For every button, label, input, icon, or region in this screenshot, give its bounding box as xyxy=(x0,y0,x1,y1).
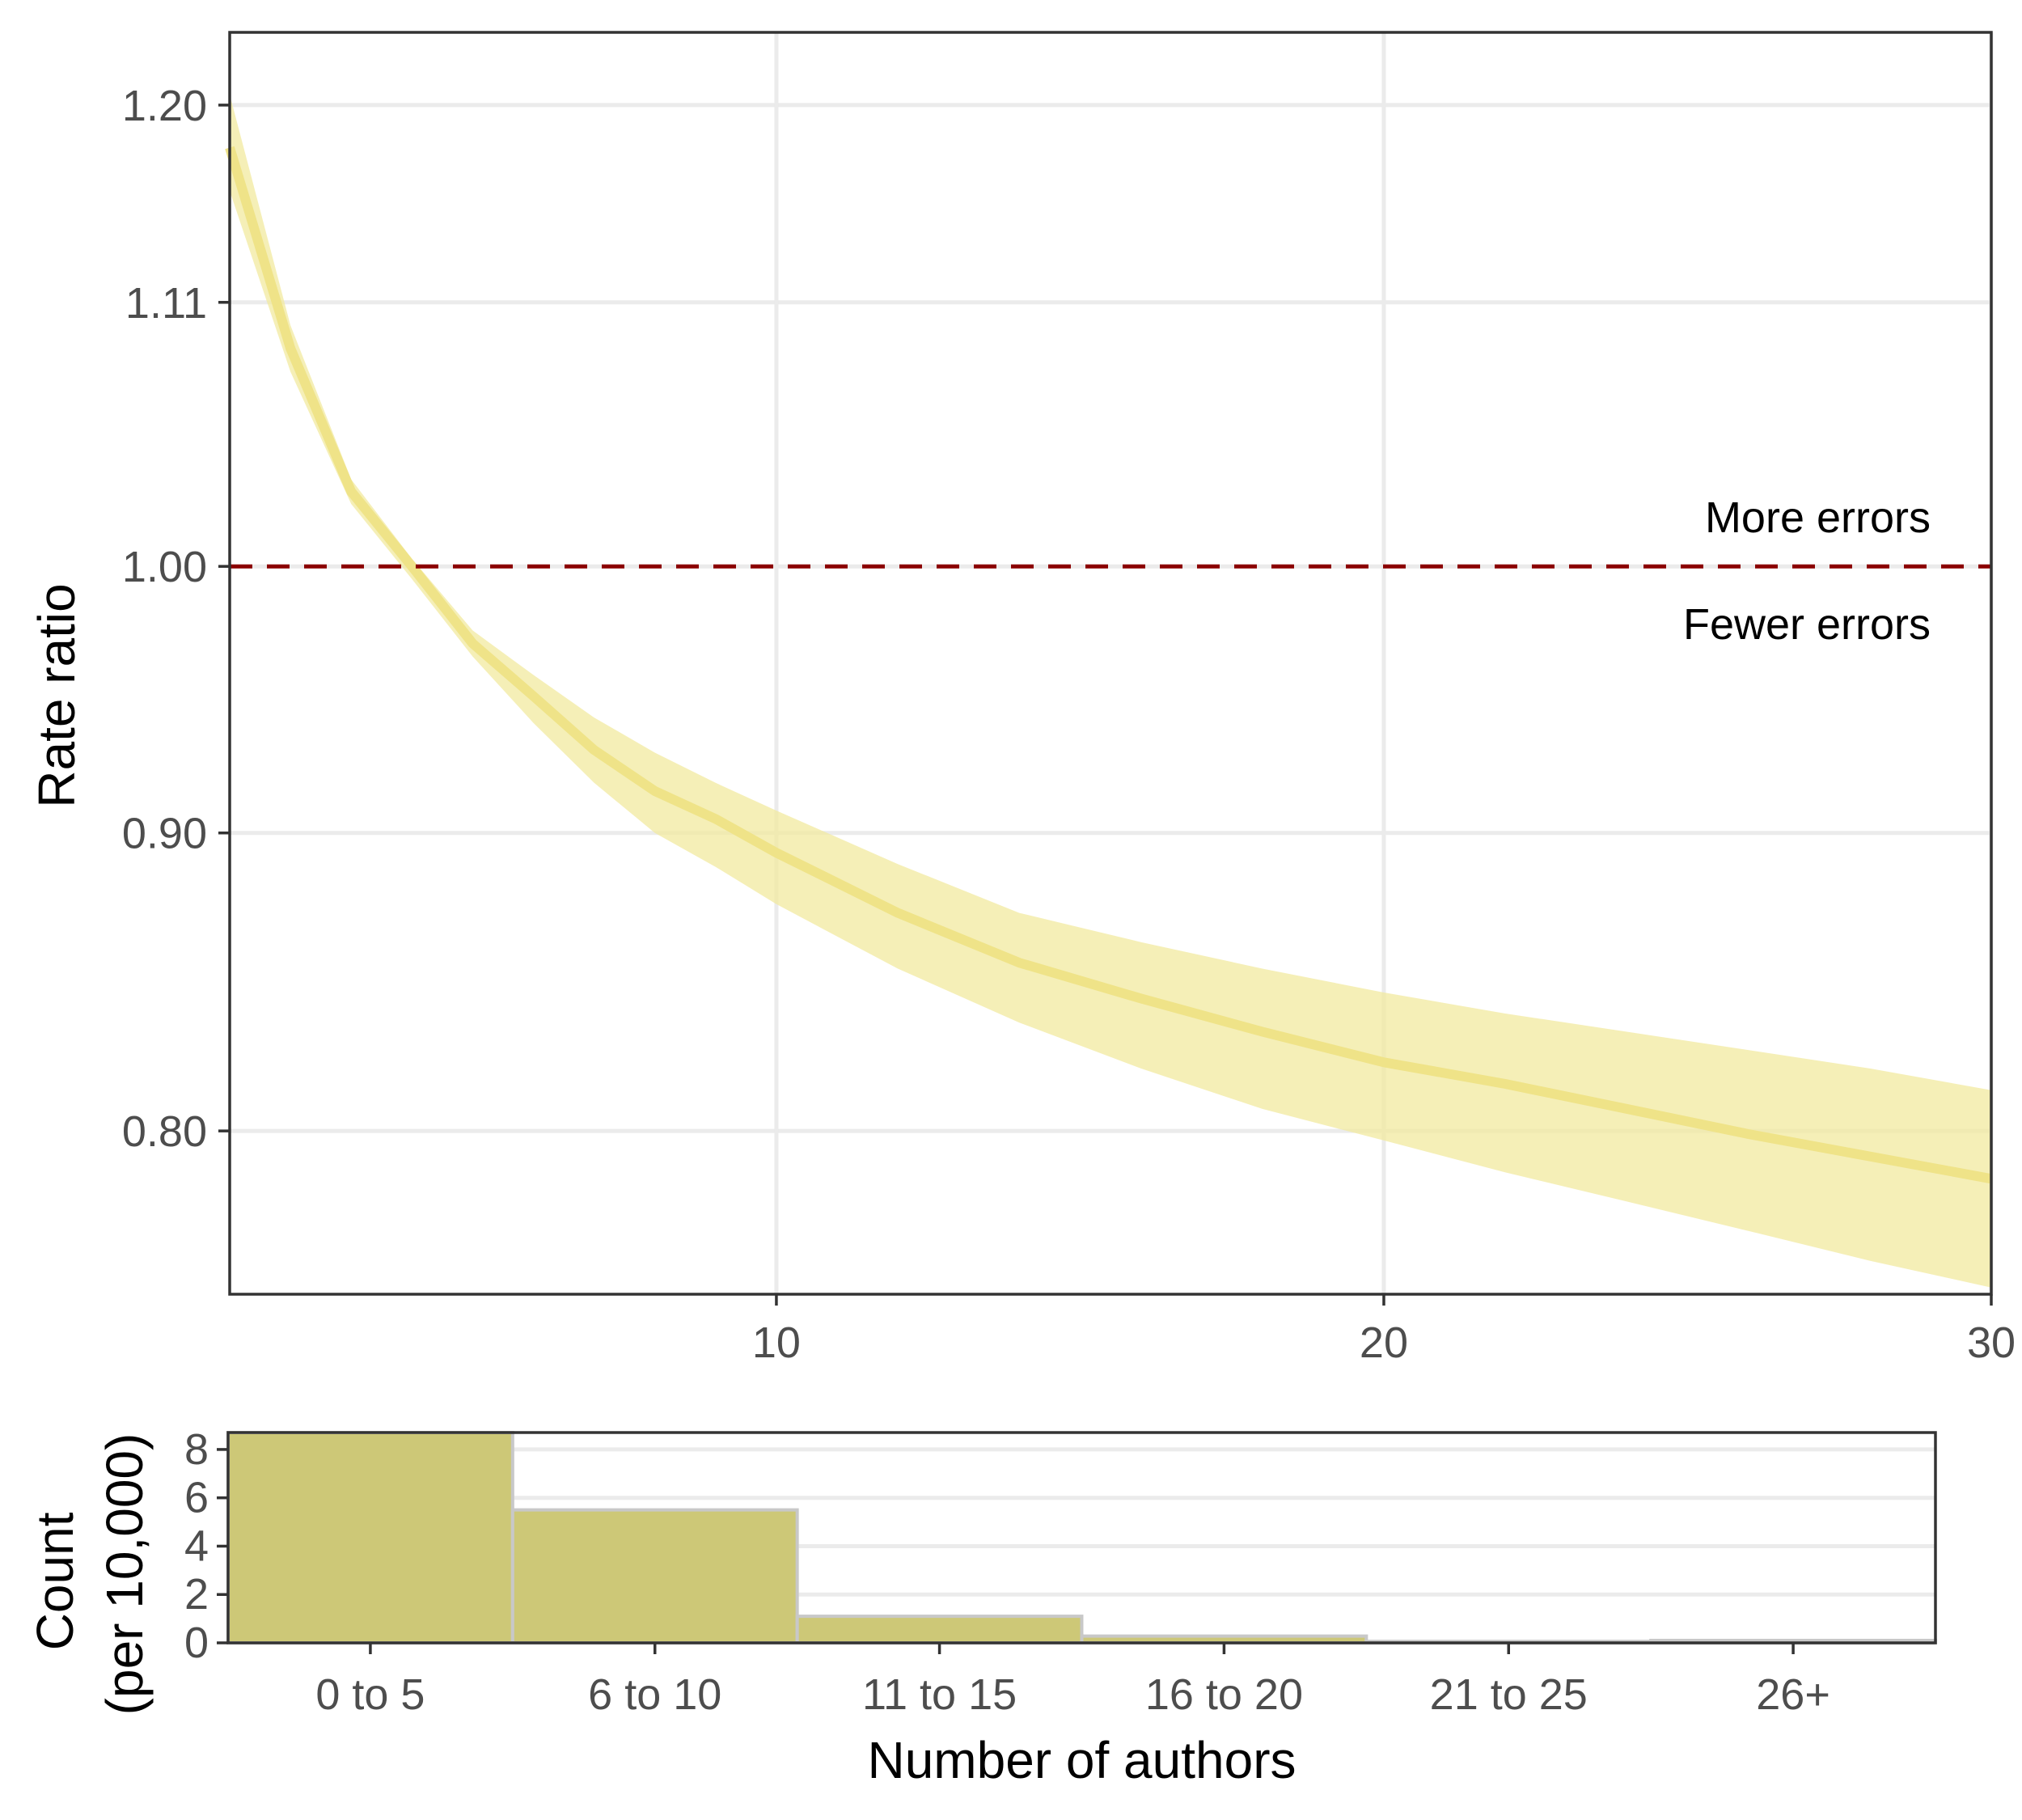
count-axis-title-line2: (per 10,000) xyxy=(95,1433,154,1716)
count-tick-label: 2 xyxy=(184,1570,209,1619)
y-tick-label: 1.00 xyxy=(122,543,207,591)
count-bar xyxy=(795,1615,1084,1645)
y-tick-label: 0.80 xyxy=(122,1107,207,1156)
y-tick-label: 1.11 xyxy=(125,279,207,328)
count-tick-label: 0 xyxy=(184,1619,209,1667)
count-axis-title-line1: Count xyxy=(26,1512,84,1650)
count-bar xyxy=(226,1431,514,1644)
count-bar xyxy=(510,1508,799,1645)
top-panel-frame xyxy=(228,31,1993,1296)
rate-ratio-curve xyxy=(225,146,1993,1184)
x-axis-title: Number of authors xyxy=(867,1731,1296,1789)
count-tick-label: 4 xyxy=(184,1522,209,1570)
y-axis-title: Rate ratio xyxy=(27,583,86,807)
y-tick-label: 0.90 xyxy=(122,810,207,858)
category-label: 16 to 20 xyxy=(1145,1670,1303,1719)
x-tick-label: 20 xyxy=(1360,1318,1408,1367)
top-gridlines xyxy=(230,32,1994,1294)
bottom-panel-frame xyxy=(226,1431,1937,1644)
confidence-ribbon xyxy=(230,94,1991,1288)
count-axis-title: Count (per 10,000) xyxy=(26,1433,154,1716)
count-tick-label: 6 xyxy=(184,1474,209,1522)
y-tick-label: 1.20 xyxy=(122,82,207,130)
annotation-fewer-errors: Fewer errors xyxy=(1683,600,1931,649)
count-bars xyxy=(226,1431,1937,1645)
x-tick-label: 30 xyxy=(1967,1318,2016,1367)
x-tick-label: 10 xyxy=(752,1318,801,1367)
category-label: 21 to 25 xyxy=(1430,1670,1588,1719)
category-label: 11 to 15 xyxy=(862,1670,1017,1719)
rate-ratio-panel: More errors Fewer errors 0.80 0.90 1.00 1.1… xyxy=(27,31,2016,1367)
count-tick-label: 8 xyxy=(184,1425,209,1474)
annotation-more-errors: More errors xyxy=(1705,493,1931,542)
category-label: 6 to 10 xyxy=(588,1670,721,1719)
category-label: 26+ xyxy=(1756,1670,1830,1719)
category-label: 0 to 5 xyxy=(315,1670,425,1719)
top-axis-ticks: 0.80 0.90 1.00 1.11 1.20 10 20 30 xyxy=(122,82,2016,1367)
